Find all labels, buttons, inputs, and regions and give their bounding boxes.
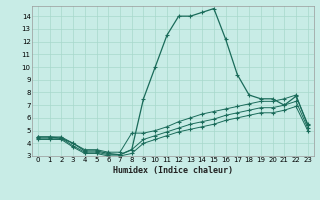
- X-axis label: Humidex (Indice chaleur): Humidex (Indice chaleur): [113, 166, 233, 175]
